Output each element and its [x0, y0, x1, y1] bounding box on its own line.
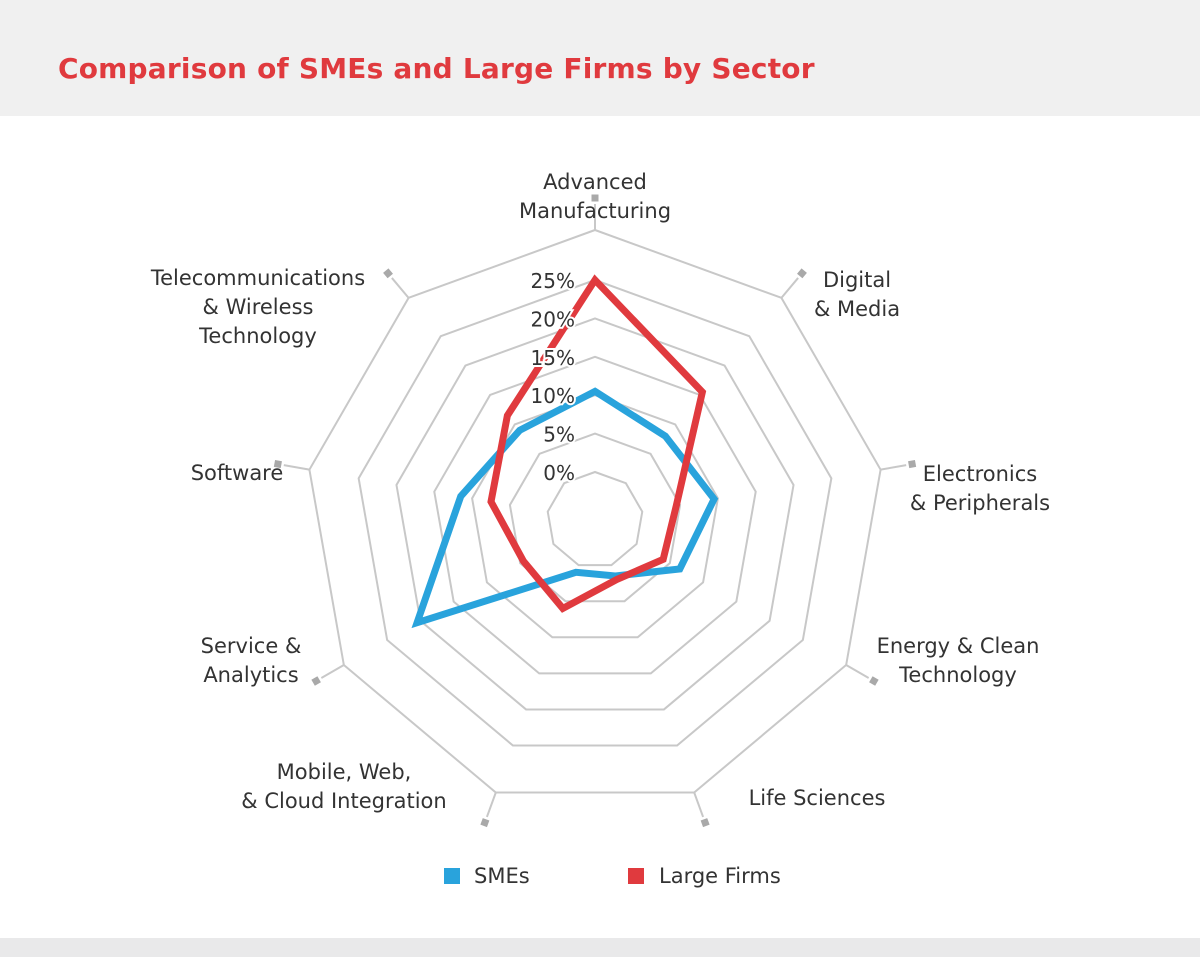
- category-label: Advanced Manufacturing: [519, 170, 671, 223]
- tick-label: 25%: [531, 269, 575, 293]
- radar-spokes: [273, 194, 917, 828]
- tick-label: 20%: [531, 307, 575, 331]
- spoke-tick: [391, 277, 410, 299]
- category-label-line: Advanced: [543, 170, 647, 194]
- tick-label: 5%: [543, 423, 575, 447]
- category-label-line: Technology: [898, 663, 1017, 687]
- spoke-marker: [700, 818, 710, 828]
- category-label-line: Technology: [198, 324, 317, 348]
- category-label-line: Digital: [823, 268, 891, 292]
- grid-ring: [508, 432, 682, 603]
- legend-swatch-large-firms: [628, 868, 644, 884]
- category-label-line: & Cloud Integration: [241, 789, 446, 813]
- spoke-tick: [880, 464, 907, 471]
- category-label: Service & Analytics: [201, 634, 302, 687]
- spoke-tick: [320, 664, 345, 679]
- tick-label: 15%: [531, 346, 575, 370]
- category-label-line: Software: [191, 461, 284, 485]
- tick-label: 0%: [543, 461, 575, 485]
- category-labels: Advanced Manufacturing Digital & Media Elect…: [150, 170, 1050, 813]
- spoke-marker: [311, 676, 321, 686]
- grid-ring-outer: [308, 228, 882, 794]
- category-label: Telecommunications & Wireless Technology: [150, 266, 365, 348]
- category-label: Energy & Clean Technology: [877, 634, 1040, 687]
- grid-ring: [395, 317, 795, 711]
- spoke-marker: [480, 818, 490, 828]
- spoke-tick: [693, 792, 705, 818]
- category-label-line: & Wireless: [203, 295, 314, 319]
- spoke-marker: [273, 460, 282, 469]
- category-label-line: Service &: [201, 634, 302, 658]
- legend: SMEs Large Firms: [444, 864, 781, 888]
- category-label: Electronics & Peripherals: [910, 462, 1050, 515]
- category-label: Life Sciences: [749, 786, 886, 810]
- category-label-line: Analytics: [203, 663, 298, 687]
- category-label: Mobile, Web, & Cloud Integration: [241, 760, 446, 813]
- spoke-marker: [591, 194, 599, 202]
- legend-label-smes: SMEs: [474, 864, 530, 888]
- spoke-tick: [845, 664, 870, 679]
- category-label-line: & Media: [814, 297, 900, 321]
- category-label: Software: [191, 461, 284, 485]
- chart-title: Comparison of SMEs and Large Firms by Se…: [58, 52, 815, 85]
- category-label-line: Mobile, Web,: [277, 760, 412, 784]
- series-large-firms: [487, 274, 707, 613]
- radial-tick-labels: 0% 5% 10% 15% 20% 25%: [529, 267, 577, 487]
- footer-bar: [0, 938, 1200, 957]
- title-bar: [0, 0, 1200, 116]
- series-smes: [411, 387, 719, 629]
- category-label-line: Energy & Clean: [877, 634, 1040, 658]
- spoke-tick: [283, 464, 310, 471]
- spoke-marker: [869, 676, 879, 686]
- tick-label: 10%: [531, 384, 575, 408]
- category-label-line: Electronics: [923, 462, 1037, 486]
- spoke-marker: [383, 268, 393, 279]
- spoke-marker: [908, 460, 917, 469]
- grid-ring: [433, 355, 757, 675]
- category-label: Digital & Media: [814, 268, 900, 321]
- category-label-line: Telecommunications: [150, 266, 365, 290]
- radar-series: [411, 274, 719, 629]
- spoke-tick: [780, 277, 799, 299]
- legend-label-large-firms: Large Firms: [659, 864, 781, 888]
- radar-grid: [308, 228, 882, 794]
- grid-ring: [546, 470, 644, 567]
- category-label-line: Life Sciences: [749, 786, 886, 810]
- legend-swatch-smes: [444, 868, 460, 884]
- spoke-marker: [797, 268, 807, 279]
- category-label-line: & Peripherals: [910, 491, 1050, 515]
- grid-ring: [357, 278, 833, 747]
- spoke-tick: [485, 792, 497, 818]
- category-label-line: Manufacturing: [519, 199, 671, 223]
